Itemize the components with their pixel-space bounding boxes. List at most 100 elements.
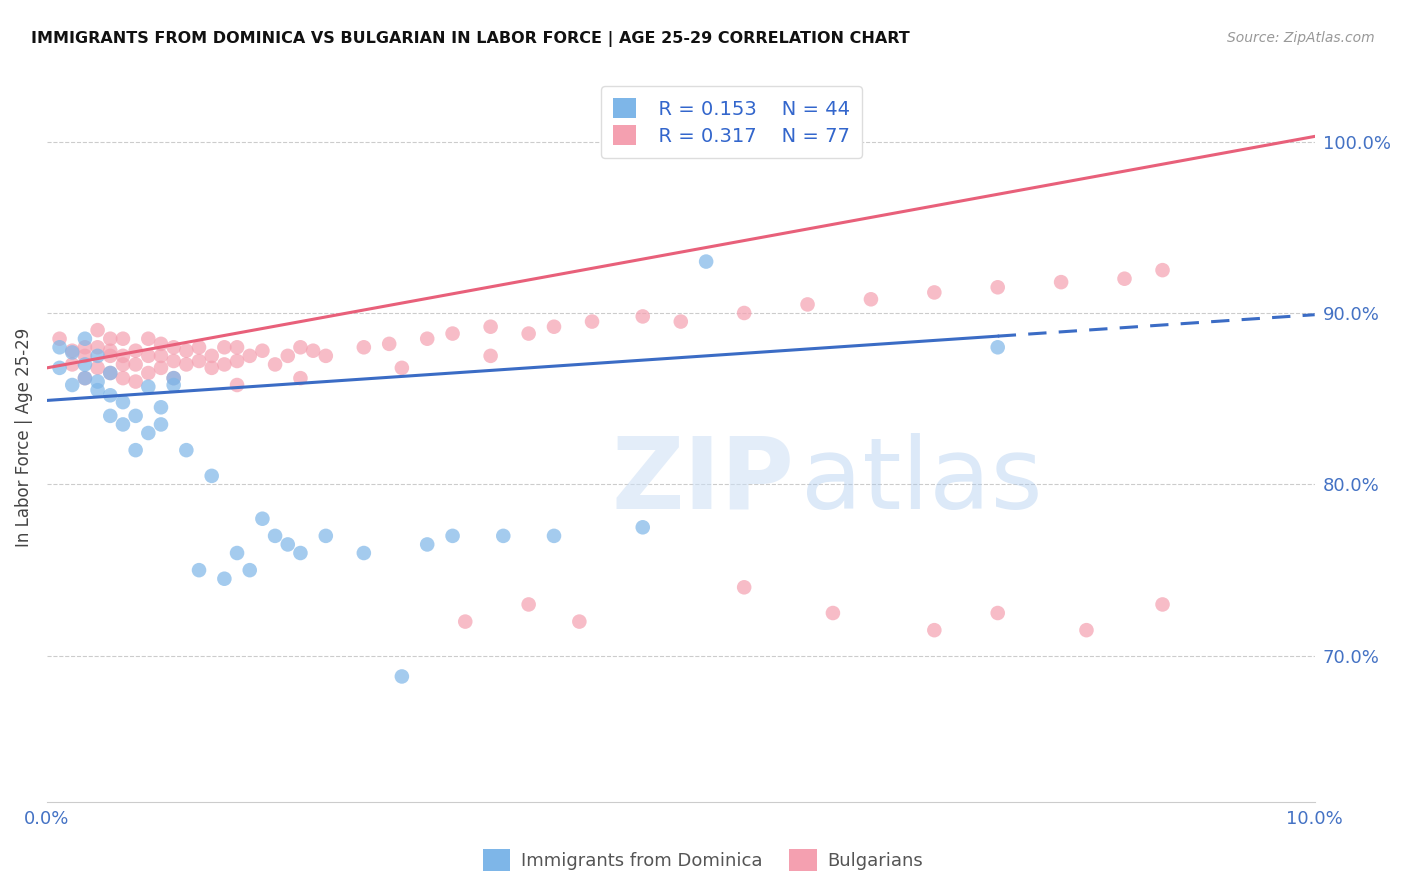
Point	[86, 360, 108, 375]
Point	[441, 529, 464, 543]
Point	[391, 360, 413, 375]
Point	[543, 529, 565, 543]
Point	[631, 310, 654, 324]
Point	[98, 409, 121, 423]
Point	[1050, 275, 1073, 289]
Point	[441, 326, 464, 341]
Point	[188, 340, 211, 354]
Point	[150, 417, 173, 432]
Point	[150, 360, 173, 375]
Point	[163, 340, 186, 354]
Point	[479, 319, 502, 334]
Point	[98, 366, 121, 380]
Point	[1114, 271, 1136, 285]
Point	[987, 280, 1010, 294]
Point	[86, 340, 108, 354]
Text: Source: ZipAtlas.com: Source: ZipAtlas.com	[1227, 31, 1375, 45]
Point	[987, 340, 1010, 354]
Point	[60, 358, 83, 372]
Point	[264, 358, 287, 372]
Point	[111, 358, 134, 372]
Point	[86, 323, 108, 337]
Point	[568, 615, 591, 629]
Point	[517, 598, 540, 612]
Point	[124, 343, 146, 358]
Point	[124, 375, 146, 389]
Point	[86, 349, 108, 363]
Point	[214, 340, 236, 354]
Point	[315, 529, 337, 543]
Point	[124, 409, 146, 423]
Point	[239, 563, 262, 577]
Point	[48, 360, 70, 375]
Point	[150, 401, 173, 415]
Point	[290, 371, 312, 385]
Legend: Immigrants from Dominica, Bulgarians: Immigrants from Dominica, Bulgarians	[475, 842, 931, 879]
Point	[492, 529, 515, 543]
Point	[277, 537, 299, 551]
Point	[695, 254, 717, 268]
Point	[60, 345, 83, 359]
Point	[733, 306, 755, 320]
Point	[48, 332, 70, 346]
Point	[987, 606, 1010, 620]
Point	[821, 135, 844, 149]
Point	[163, 354, 186, 368]
Point	[226, 546, 249, 560]
Point	[86, 375, 108, 389]
Point	[416, 332, 439, 346]
Text: atlas: atlas	[801, 433, 1043, 530]
Point	[353, 340, 375, 354]
Point	[1152, 598, 1174, 612]
Point	[163, 371, 186, 385]
Y-axis label: In Labor Force | Age 25-29: In Labor Force | Age 25-29	[15, 327, 32, 547]
Point	[226, 378, 249, 392]
Point	[733, 580, 755, 594]
Point	[111, 349, 134, 363]
Point	[136, 366, 159, 380]
Point	[201, 360, 224, 375]
Point	[201, 349, 224, 363]
Point	[821, 606, 844, 620]
Point	[353, 546, 375, 560]
Point	[631, 520, 654, 534]
Point	[543, 319, 565, 334]
Point	[136, 380, 159, 394]
Point	[124, 358, 146, 372]
Point	[73, 371, 96, 385]
Point	[98, 332, 121, 346]
Point	[315, 349, 337, 363]
Point	[517, 326, 540, 341]
Point	[111, 395, 134, 409]
Point	[60, 343, 83, 358]
Legend:   R = 0.153    N = 44,   R = 0.317    N = 77: R = 0.153 N = 44, R = 0.317 N = 77	[602, 87, 862, 158]
Point	[859, 293, 882, 307]
Point	[150, 336, 173, 351]
Point	[226, 340, 249, 354]
Text: IMMIGRANTS FROM DOMINICA VS BULGARIAN IN LABOR FORCE | AGE 25-29 CORRELATION CHA: IMMIGRANTS FROM DOMINICA VS BULGARIAN IN…	[31, 31, 910, 47]
Point	[252, 343, 274, 358]
Point	[73, 349, 96, 363]
Point	[391, 669, 413, 683]
Point	[111, 417, 134, 432]
Point	[73, 340, 96, 354]
Point	[796, 297, 818, 311]
Point	[416, 537, 439, 551]
Point	[60, 378, 83, 392]
Point	[290, 546, 312, 560]
Point	[924, 285, 946, 300]
Point	[479, 349, 502, 363]
Point	[302, 343, 325, 358]
Point	[73, 358, 96, 372]
Point	[1152, 263, 1174, 277]
Point	[163, 371, 186, 385]
Point	[239, 349, 262, 363]
Point	[226, 354, 249, 368]
Point	[454, 615, 477, 629]
Point	[924, 623, 946, 637]
Point	[124, 443, 146, 458]
Point	[98, 388, 121, 402]
Point	[176, 443, 198, 458]
Point	[73, 332, 96, 346]
Text: ZIP: ZIP	[612, 433, 794, 530]
